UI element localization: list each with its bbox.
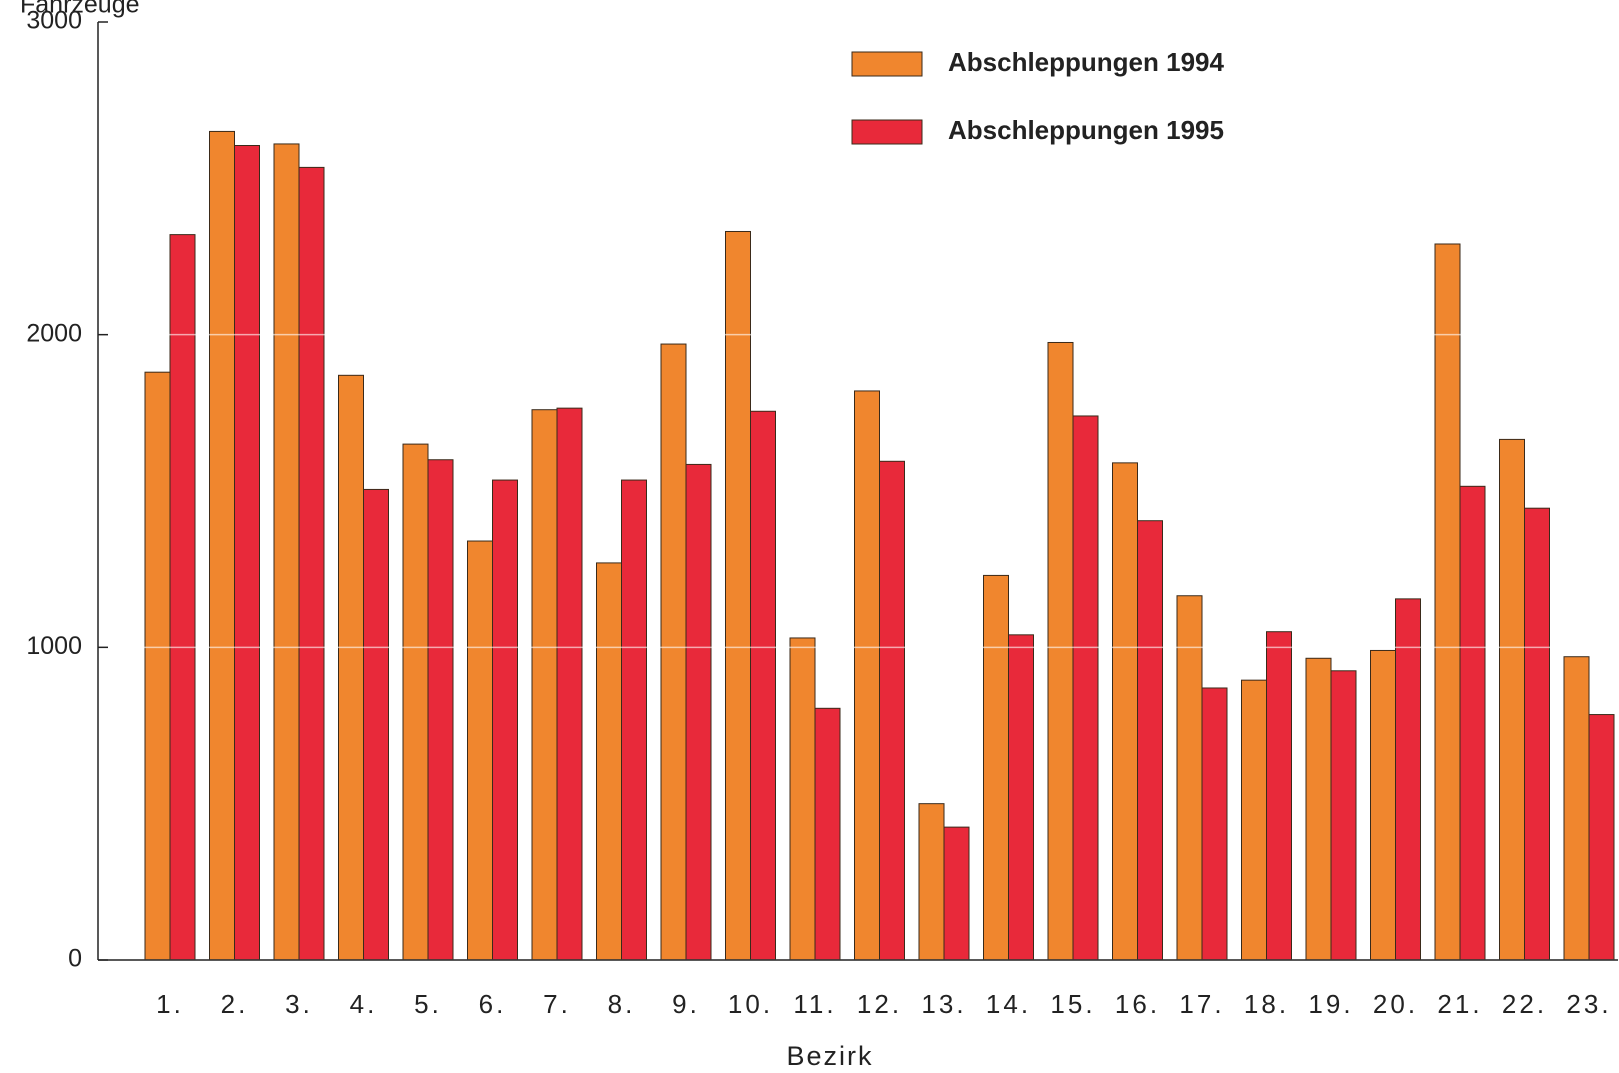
x-tick-label: 15. xyxy=(1050,989,1095,1019)
bar xyxy=(1201,687,1228,961)
x-tick-label: 20. xyxy=(1373,989,1418,1019)
legend-swatch xyxy=(851,119,923,145)
bar xyxy=(1395,598,1421,961)
bar xyxy=(1176,595,1203,961)
bar xyxy=(169,234,196,961)
legend-label: Abschleppungen 1995 xyxy=(948,115,1224,145)
x-tick-label: 18. xyxy=(1244,989,1289,1019)
x-tick-label: 8. xyxy=(608,989,636,1019)
bar xyxy=(531,409,558,961)
bar xyxy=(621,479,647,961)
x-tick-label: 5. xyxy=(414,989,442,1019)
bar xyxy=(1305,657,1332,961)
bar xyxy=(1072,415,1099,961)
x-tick-label: 22. xyxy=(1502,989,1547,1019)
y-tick-label: 1000 xyxy=(26,632,82,660)
x-tick-label: 13. xyxy=(921,989,966,1019)
x-tick-label: 12. xyxy=(857,989,902,1019)
bar xyxy=(879,460,905,961)
bar xyxy=(1137,520,1163,961)
bar xyxy=(144,371,171,961)
bar xyxy=(234,145,260,961)
bar xyxy=(1563,656,1590,961)
legend-swatch xyxy=(851,51,923,77)
bar xyxy=(596,562,622,961)
bar xyxy=(1266,631,1292,961)
bar xyxy=(789,637,816,961)
x-tick-label: 3. xyxy=(285,989,313,1019)
x-tick-label: 14. xyxy=(986,989,1031,1019)
x-tick-label: 11. xyxy=(793,989,836,1019)
x-tick-label: 19. xyxy=(1308,989,1353,1019)
bar xyxy=(298,166,325,961)
y-axis-label: Fahrzeuge xyxy=(20,0,140,19)
bar xyxy=(660,343,687,961)
bar xyxy=(467,540,493,961)
bar xyxy=(1588,714,1615,961)
bar xyxy=(918,803,945,961)
legend-label: Abschleppungen 1994 xyxy=(948,47,1224,77)
bar xyxy=(556,407,583,961)
bar xyxy=(685,463,712,961)
x-tick-label: 10. xyxy=(728,989,773,1019)
bar xyxy=(1459,485,1486,961)
bar xyxy=(1524,507,1550,961)
bar xyxy=(1434,243,1461,961)
bar xyxy=(1499,438,1525,961)
bar xyxy=(1241,679,1267,961)
y-tick-label: 3000 xyxy=(26,7,82,35)
bar xyxy=(1370,649,1396,961)
x-tick-label: 21. xyxy=(1437,989,1482,1019)
bar xyxy=(725,230,751,961)
x-tick-label: 16. xyxy=(1115,989,1160,1019)
bar xyxy=(983,574,1009,961)
x-tick-label: 9. xyxy=(672,989,700,1019)
bar xyxy=(943,826,970,961)
bar xyxy=(1112,462,1138,961)
bar xyxy=(427,459,454,961)
bar xyxy=(750,410,776,961)
bar xyxy=(814,707,841,961)
bar xyxy=(1008,634,1034,961)
x-tick-label: 17. xyxy=(1179,989,1224,1019)
y-tick-label: 2000 xyxy=(26,319,82,347)
x-axis-label: Bezirk xyxy=(786,1041,873,1071)
bar xyxy=(492,479,518,961)
bar xyxy=(854,390,880,961)
bar xyxy=(209,130,235,961)
bar xyxy=(402,443,429,961)
x-tick-label: 2. xyxy=(221,989,249,1019)
bar xyxy=(1047,341,1074,961)
x-tick-label: 4. xyxy=(350,989,378,1019)
bar xyxy=(1330,670,1357,961)
bar xyxy=(273,143,300,961)
bar xyxy=(338,374,364,961)
x-tick-label: 23. xyxy=(1566,989,1611,1019)
x-tick-label: 6. xyxy=(479,989,507,1019)
x-tick-label: 1. xyxy=(156,989,184,1019)
x-tick-label: 7. xyxy=(543,989,571,1019)
y-tick-label: 0 xyxy=(68,945,82,973)
bar xyxy=(363,488,389,961)
